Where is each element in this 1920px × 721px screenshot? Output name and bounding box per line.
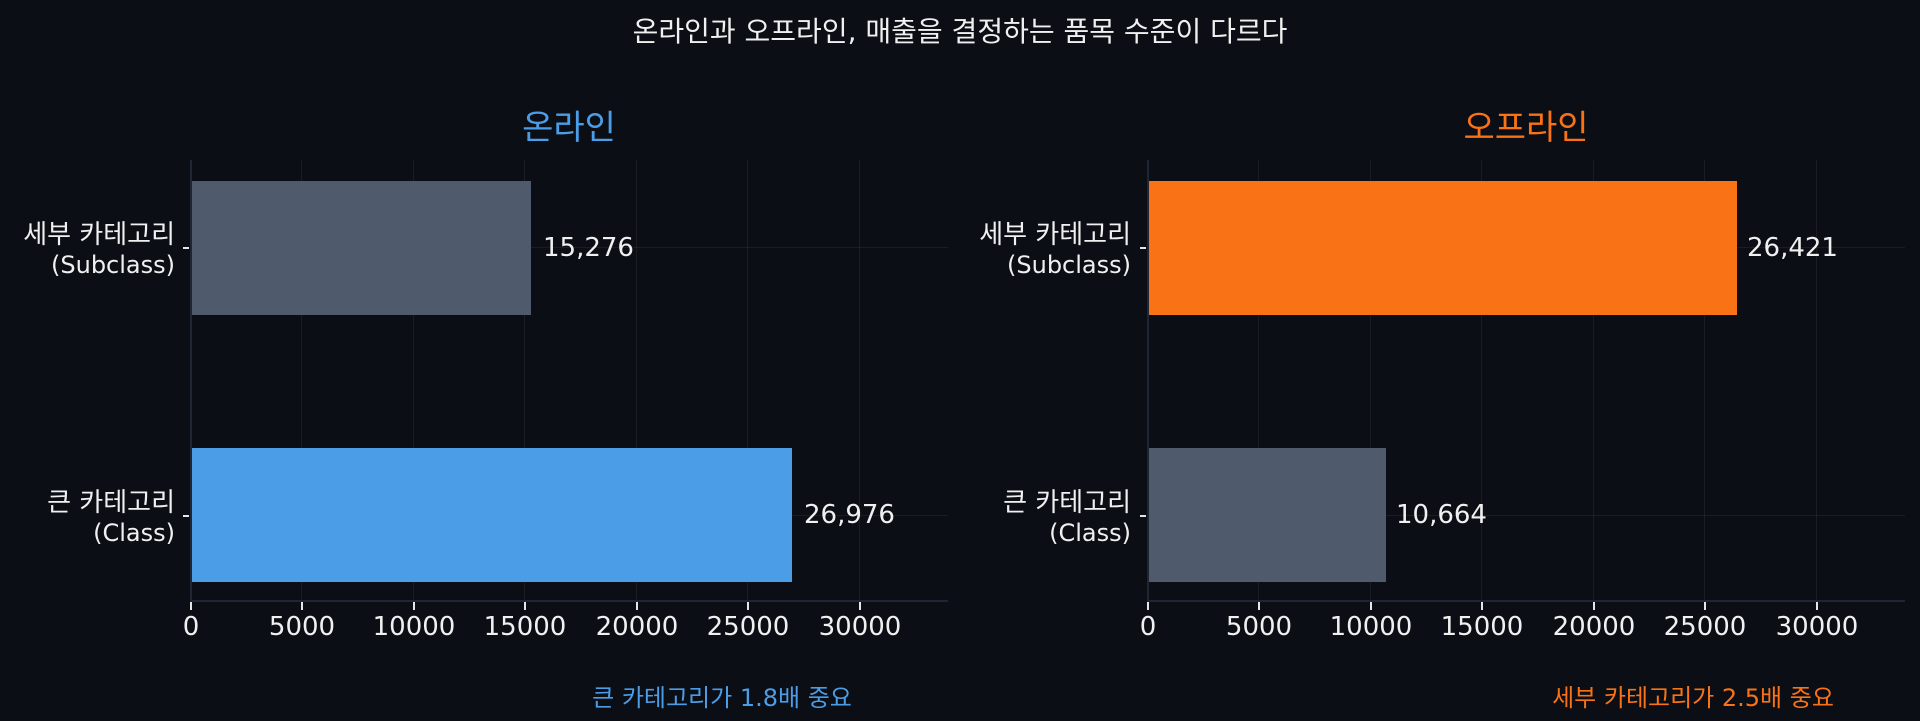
x-tick-label: 5000 — [268, 612, 336, 642]
online-annotation: 큰 카테고리가 1.8배 중요 — [592, 684, 852, 712]
x-tick-label: 10000 — [372, 612, 456, 642]
offline-plot-area — [1147, 160, 1905, 602]
x-tick — [859, 602, 861, 610]
x-tick — [524, 602, 526, 610]
x-tick — [1147, 602, 1149, 610]
x-tick — [1816, 602, 1818, 610]
online-plot-area — [190, 160, 948, 602]
y-label-subclass-main: 세부 카테고리 — [979, 220, 1131, 250]
y-label-class-main: 큰 카테고리 — [1003, 488, 1131, 518]
x-tick — [1258, 602, 1260, 610]
x-tick-label: 30000 — [818, 612, 902, 642]
x-tick — [747, 602, 749, 610]
y-label-class-sub: (Class) — [1049, 519, 1131, 547]
offline-panel-title: 오프라인 — [1463, 108, 1589, 148]
y-label-class-main: 큰 카테고리 — [47, 488, 175, 518]
x-tick — [190, 602, 192, 610]
y-label-class-sub: (Class) — [93, 519, 175, 547]
gridline — [524, 160, 525, 602]
y-axis-spine — [1147, 160, 1149, 602]
gridline — [413, 160, 414, 602]
x-tick — [1481, 602, 1483, 610]
gridline — [636, 160, 637, 602]
x-tick-label: 25000 — [706, 612, 790, 642]
gridline — [747, 160, 748, 602]
gridline — [1816, 160, 1817, 602]
gridline — [1481, 160, 1482, 602]
bar-class — [191, 448, 792, 582]
y-tick — [1140, 247, 1146, 249]
x-tick — [1370, 602, 1372, 610]
value-label-subclass: 26,421 — [1747, 233, 1838, 263]
x-tick-label: 10000 — [1329, 612, 1413, 642]
value-label-class: 10,664 — [1396, 500, 1487, 530]
y-tick — [183, 247, 189, 249]
x-tick — [413, 602, 415, 610]
y-label-class: 큰 카테고리 (Class) — [47, 488, 175, 548]
y-label-subclass-sub: (Subclass) — [1007, 251, 1131, 279]
online-panel: 온라인 15,276 26,976 세부 카테고리 (Subclass) 큰 카… — [23, 108, 948, 712]
gridline — [1370, 160, 1371, 602]
gridline — [1258, 160, 1259, 602]
y-axis-spine — [190, 160, 192, 602]
x-tick-label: 30000 — [1775, 612, 1859, 642]
y-label-subclass-sub: (Subclass) — [51, 251, 175, 279]
gridline — [190, 247, 948, 248]
gridline — [301, 160, 302, 602]
gridline — [1147, 515, 1905, 516]
x-tick — [636, 602, 638, 610]
x-tick — [1593, 602, 1595, 610]
gridline — [1704, 160, 1705, 602]
y-label-subclass: 세부 카테고리 (Subclass) — [979, 220, 1131, 280]
x-tick-label: 15000 — [483, 612, 567, 642]
bar-subclass — [1148, 181, 1737, 315]
value-label-class: 26,976 — [804, 500, 895, 530]
x-tick-label: 25000 — [1663, 612, 1747, 642]
offline-annotation: 세부 카테고리가 2.5배 중요 — [1552, 684, 1834, 712]
bar-class — [1148, 448, 1386, 582]
x-tick-label: 20000 — [595, 612, 679, 642]
gridline — [1593, 160, 1594, 602]
bar-subclass — [191, 181, 531, 315]
y-label-subclass-main: 세부 카테고리 — [23, 220, 175, 250]
x-tick-label: 0 — [182, 612, 200, 642]
x-tick-label: 20000 — [1552, 612, 1636, 642]
value-label-subclass: 15,276 — [543, 233, 634, 263]
x-tick-label: 0 — [1139, 612, 1157, 642]
x-axis-spine — [1147, 600, 1905, 602]
x-tick-label: 5000 — [1225, 612, 1293, 642]
figure-title: 온라인과 오프라인, 매출을 결정하는 품목 수준이 다르다 — [632, 15, 1288, 48]
x-axis-spine — [190, 600, 948, 602]
x-tick — [301, 602, 303, 610]
y-tick — [183, 515, 189, 517]
gridline — [859, 160, 860, 602]
y-label-subclass: 세부 카테고리 (Subclass) — [23, 220, 175, 280]
y-tick — [1140, 515, 1146, 517]
x-tick — [1704, 602, 1706, 610]
x-tick-label: 15000 — [1440, 612, 1524, 642]
online-panel-title: 온라인 — [522, 108, 616, 148]
y-label-class: 큰 카테고리 (Class) — [1003, 488, 1131, 548]
